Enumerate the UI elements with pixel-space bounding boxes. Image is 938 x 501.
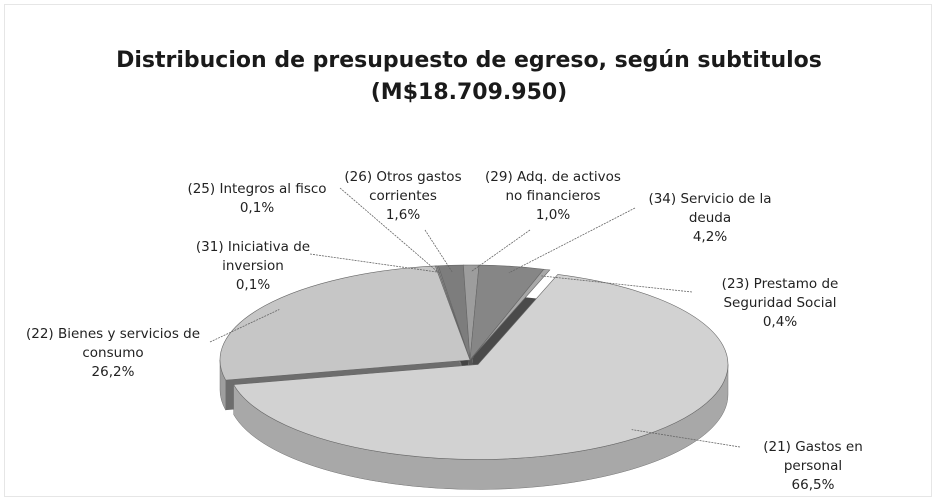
value-label: 0,4% [762, 314, 798, 330]
data-label: (34) Servicio de la deuda 4,2% [630, 190, 790, 247]
category-label: (23) Prestamo de Seguridad Social [721, 276, 839, 311]
category-label: (34) Servicio de la deuda [648, 191, 772, 226]
value-label: 0,1% [239, 200, 275, 216]
category-label: (26) Otros gastos corrientes [344, 169, 462, 204]
data-label: (21) Gastos en personal 66,5% [738, 438, 888, 495]
chart-subtitle: (M$18.709.950) [370, 80, 568, 105]
category-label: (31) Iniciativa de inversion [195, 239, 311, 274]
leader-line [541, 275, 693, 293]
value-label: 26,2% [91, 364, 135, 380]
slice [233, 274, 729, 460]
data-label: (29) Adq. de activos no financieros 1,0% [478, 168, 628, 225]
value-label: 0,1% [235, 277, 271, 293]
category-label: (22) Bienes y servicios de consumo [25, 326, 201, 361]
leader-line [631, 429, 741, 448]
category-label: (29) Adq. de activos no financieros [485, 169, 621, 204]
value-label: 1,6% [385, 207, 421, 223]
value-label: 4,2% [692, 229, 728, 245]
leader-line [309, 253, 440, 273]
data-label: (22) Bienes y servicios de consumo 26,2% [18, 325, 208, 382]
chart-title: Distribucion de presupuesto de egreso, s… [116, 48, 822, 73]
data-label: (31) Iniciativa de inversion 0,1% [192, 238, 314, 295]
slice [469, 268, 551, 361]
category-label: (21) Gastos en personal [763, 439, 863, 474]
data-label: (26) Otros gastos corrientes 1,6% [338, 168, 468, 225]
data-label: (23) Prestamo de Seguridad Social 0,4% [690, 275, 870, 332]
frame [4, 4, 932, 497]
leader-line [209, 309, 280, 343]
leader-line [339, 187, 439, 273]
data-label: (25) Integros al fisco 0,1% [172, 180, 342, 218]
value-label: 1,0% [535, 207, 571, 223]
leader-line [470, 229, 531, 272]
category-label: (25) Integros al fisco [187, 181, 327, 197]
value-label: 66,5% [791, 477, 835, 493]
leader-line [508, 207, 636, 274]
leader-line [424, 229, 453, 273]
slice [219, 265, 471, 381]
